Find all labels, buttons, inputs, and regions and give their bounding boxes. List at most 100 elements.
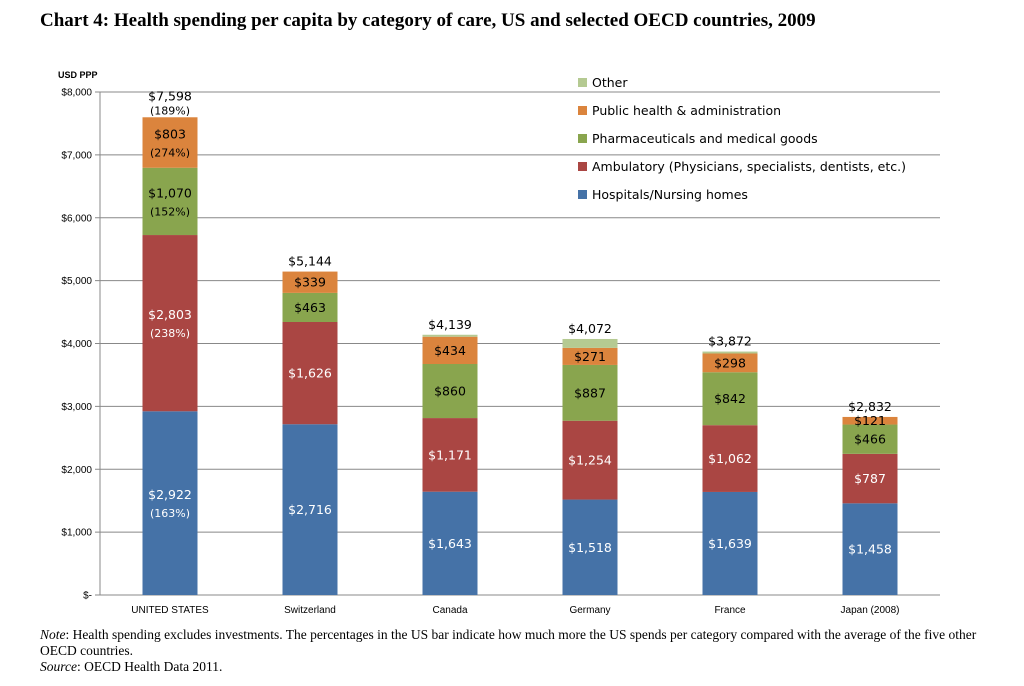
data-label: $1,518: [568, 540, 612, 555]
data-label-pct: (238%): [150, 327, 190, 340]
bar-segment: [142, 235, 198, 412]
bar-segment: [422, 363, 478, 419]
bar-segment: [702, 491, 758, 595]
data-label: $787: [854, 471, 886, 486]
x-tick-label: Japan (2008): [841, 605, 900, 616]
data-label: $466: [854, 432, 886, 447]
y-tick-label: $2,000: [61, 465, 92, 476]
bar-segment: [702, 351, 758, 354]
total-label: $3,872: [708, 334, 752, 349]
data-label: $1,062: [708, 451, 752, 466]
bar-segment: [702, 372, 758, 426]
bars: [142, 117, 898, 595]
data-label: $434: [434, 343, 466, 358]
data-label: $1,643: [428, 536, 472, 551]
bar-segment: [562, 364, 618, 421]
data-label: $271: [574, 349, 606, 364]
source-text: : OECD Health Data 2011.: [77, 659, 223, 674]
x-tick-label: Switzerland: [284, 605, 336, 616]
y-axis-label: USD PPP: [58, 70, 98, 80]
bar-segment: [142, 411, 198, 595]
total-label: $4,072: [568, 321, 612, 336]
data-label: $2,716: [288, 502, 332, 517]
bar-segment: [562, 499, 618, 595]
legend-label: Ambulatory (Physicians, specialists, den…: [592, 159, 906, 174]
y-tick-label: $6,000: [61, 213, 92, 224]
legend-swatch: [578, 134, 587, 143]
data-label: $2,922: [148, 487, 192, 502]
bar-segment: [422, 491, 478, 595]
x-tick-label: UNITED STATES: [131, 605, 209, 616]
data-label: $463: [294, 300, 326, 315]
bar-segment: [282, 424, 338, 595]
y-tick-label: $5,000: [61, 276, 92, 287]
total-label: $7,598: [148, 88, 192, 103]
legend: Other Public health & administration Pharm…: [578, 75, 906, 202]
data-label: $1,070: [148, 185, 192, 200]
legend-label: Public health & administration: [592, 103, 781, 118]
data-label: $121: [854, 413, 886, 428]
note-text: : Health spending excludes investments. …: [40, 627, 977, 658]
data-label: $860: [434, 384, 466, 399]
data-label-pct: (163%): [150, 507, 190, 520]
total-label: $2,832: [848, 399, 892, 414]
data-label: $2,803: [148, 307, 192, 322]
x-tick-label: Canada: [432, 605, 467, 616]
x-tick-label: France: [714, 605, 746, 616]
data-labels: $2,922 (163%) $2,803 (238%) $1,070 (152%) $803…: [148, 88, 892, 556]
bar-segment: [142, 117, 198, 168]
bar-segment: [562, 338, 618, 348]
data-label: $1,639: [708, 536, 752, 551]
data-label-pct: (274%): [150, 147, 190, 160]
bar-segment: [842, 424, 898, 454]
y-tick-label: $7,000: [61, 150, 92, 161]
total-label: $5,144: [288, 254, 332, 269]
bar-segment: [842, 453, 898, 504]
bar-segment: [282, 292, 338, 322]
legend-swatch: [578, 78, 587, 87]
total-label-pct: (189%): [150, 104, 190, 117]
bar-segment: [422, 334, 478, 337]
x-tick-label: Germany: [569, 605, 610, 616]
data-label: $1,626: [288, 366, 332, 381]
bar-segment: [142, 167, 198, 236]
data-label: $842: [714, 391, 746, 406]
bar-segment: [562, 347, 618, 365]
data-label: $1,171: [428, 447, 472, 462]
y-tick-label: $1,000: [61, 528, 92, 539]
source-line: Source: OECD Health Data 2011.: [40, 659, 980, 675]
legend-label: Other: [592, 75, 628, 90]
y-tick-label: $3,000: [61, 402, 92, 413]
chart-title: Chart 4: Health spending per capita by c…: [40, 10, 816, 31]
data-label: $1,254: [568, 453, 612, 468]
data-label: $803: [154, 127, 186, 142]
legend-label: Hospitals/Nursing homes: [592, 187, 748, 202]
bar-segment: [422, 418, 478, 492]
note-label: Note: [40, 627, 66, 642]
bar-segment: [842, 503, 898, 595]
total-label: $4,139: [428, 317, 472, 332]
legend-label: Pharmaceuticals and medical goods: [592, 131, 818, 146]
bar-segment: [422, 336, 478, 364]
legend-swatch: [578, 190, 587, 199]
y-tick-label: $4,000: [61, 339, 92, 350]
data-label-pct: (152%): [150, 205, 190, 218]
bar-segment: [282, 271, 338, 293]
bar-segment: [562, 420, 618, 500]
y-tick-label: $8,000: [61, 88, 92, 99]
data-label: $887: [574, 385, 606, 400]
y-tick-label: $-: [83, 591, 92, 602]
source-label: Source: [40, 659, 77, 674]
bar-segment: [842, 416, 898, 425]
bar-segment: [702, 425, 758, 492]
data-label: $339: [294, 275, 326, 290]
note-line: Note: Health spending excludes investmen…: [40, 627, 980, 659]
bar-segment: [702, 353, 758, 373]
chart-notes: Note: Health spending excludes investmen…: [40, 627, 980, 675]
data-label: $298: [714, 355, 746, 370]
axes: $- $1,000 $2,000 $3,000 $4,000 $5,000 $6,000 $7…: [58, 70, 940, 616]
legend-swatch: [578, 106, 587, 115]
legend-swatch: [578, 162, 587, 171]
bar-segment: [282, 321, 338, 425]
